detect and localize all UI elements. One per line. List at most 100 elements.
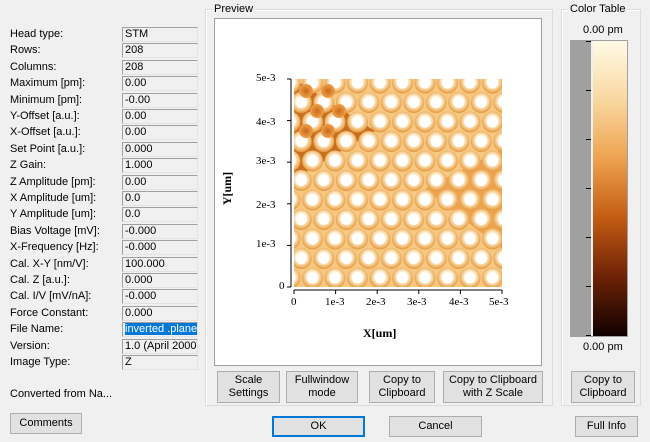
- param-value-text: -0.00: [125, 93, 151, 106]
- param-row: Set Point [a.u.]: 0.000: [10, 141, 198, 158]
- param-row: Rows: 208: [10, 43, 198, 59]
- y-axis-title: Y[um]: [220, 171, 235, 206]
- fullwindow-mode-button[interactable]: Fullwindow mode: [286, 371, 358, 403]
- param-value-text: STM: [125, 28, 149, 40]
- param-value: 208: [122, 43, 198, 59]
- y-tick-label: 2e-3: [256, 199, 276, 211]
- copy-to-clipboard-with-z-scale-button[interactable]: Copy to Clipboard with Z Scale: [443, 371, 543, 403]
- x-tick-label: 1e-3: [325, 296, 345, 308]
- param-value: -0.000: [122, 240, 198, 256]
- param-row: X-Offset [a.u.]: 0.00: [10, 125, 198, 141]
- param-label: Maximum [pm]:: [10, 77, 86, 90]
- color-scale-tick: [586, 188, 591, 189]
- color-scale-min-label: 0.00 pm: [583, 341, 623, 353]
- param-row: File Name: inverted .plane: [10, 322, 198, 338]
- param-label: File Name:: [10, 323, 64, 336]
- afm-image-plot: [287, 78, 503, 294]
- param-value: 0.0: [122, 191, 198, 206]
- preview-plot-area: 0 1e-3 2e-3 3e-3 4e-3 5e-3 0 1e-3 2e-3 3…: [214, 18, 542, 366]
- param-row: Columns: 208: [10, 59, 198, 76]
- param-value-text: 0.000: [125, 274, 153, 286]
- param-value: 100.000: [122, 256, 198, 272]
- color-scale-tick: [586, 41, 591, 42]
- scale-settings-button[interactable]: Scale Settings: [217, 371, 280, 403]
- param-value-text: 100.000: [125, 257, 165, 270]
- param-label: Y-Offset [a.u.]:: [10, 110, 80, 122]
- param-row: Z Gain: 1.000: [10, 158, 198, 174]
- param-value: 0.00: [122, 109, 198, 124]
- param-row: X-Frequency [Hz]: -0.000: [10, 240, 198, 256]
- param-value: 0.0: [122, 207, 198, 223]
- color-table-copy-to-clipboard-button[interactable]: Copy to Clipboard: [571, 371, 635, 403]
- color-scale-tick: [586, 237, 591, 238]
- param-label: Cal. I/V [mV/nA]:: [10, 290, 92, 303]
- param-row: X Amplitude [um]: 0.0: [10, 191, 198, 207]
- converted-from-text: Converted from Na...: [10, 388, 113, 400]
- color-scale-tick: [586, 286, 591, 287]
- param-value-text: 1.0 (April 2000): [125, 339, 198, 352]
- cancel-button[interactable]: Cancel: [389, 416, 482, 437]
- preview-group-title: Preview: [212, 3, 256, 15]
- param-row: Minimum [pm]: -0.00: [10, 92, 198, 109]
- param-value-text: 1.000: [125, 159, 153, 172]
- copy-to-clipboard-button[interactable]: Copy to Clipboard: [369, 371, 435, 403]
- color-scale-tick: [586, 335, 591, 336]
- param-row: Cal. X-Y [nm/V]: 100.000: [10, 256, 198, 273]
- param-value-text: 0.0: [125, 208, 141, 221]
- param-value: STM: [122, 27, 198, 42]
- param-label: X Amplitude [um]:: [10, 192, 97, 204]
- y-tick-label: 5e-3: [256, 72, 276, 84]
- param-label: Head type:: [10, 28, 64, 40]
- param-value: -0.000: [122, 289, 198, 305]
- param-value-text: -0.000: [125, 224, 157, 237]
- param-value-text: 0.00: [125, 126, 147, 139]
- ok-button[interactable]: OK: [272, 416, 365, 437]
- param-value-text: 0.000: [125, 142, 153, 155]
- param-value: 0.00: [122, 125, 198, 141]
- param-value: 0.00: [122, 76, 198, 92]
- color-table-title: Color Table: [568, 3, 628, 15]
- param-label: Z Amplitude [pm]:: [10, 175, 96, 188]
- param-value: 208: [122, 59, 198, 75]
- param-value-text: 0.00: [125, 175, 147, 188]
- file-name-field[interactable]: inverted .plane: [122, 322, 198, 338]
- param-row: Z Amplitude [pm]: 0.00: [10, 174, 198, 191]
- param-value: 1.000: [122, 158, 198, 174]
- param-label: Bias Voltage [mV]:: [10, 224, 100, 237]
- param-label: Z Gain:: [10, 159, 47, 172]
- param-row: Version: 1.0 (April 2000): [10, 338, 198, 355]
- param-value-text: 208: [125, 44, 144, 57]
- param-row: Cal. I/V [mV/nA]: -0.000: [10, 289, 198, 305]
- param-value-text: 0.000: [125, 306, 153, 319]
- color-table-frame: [570, 40, 628, 337]
- color-scale-axis: [571, 41, 591, 336]
- param-label: X-Offset [a.u.]:: [10, 126, 81, 139]
- x-tick-label: 5e-3: [489, 296, 509, 308]
- param-value: 0.000: [122, 273, 198, 288]
- param-label: X-Frequency [Hz]:: [10, 241, 99, 254]
- param-value-text: -0.000: [125, 241, 157, 254]
- y-tick-label: 4e-3: [256, 116, 276, 128]
- param-value-text: -0.000: [125, 290, 157, 303]
- param-value: 0.000: [122, 305, 198, 321]
- param-row: Image Type: Z: [10, 355, 198, 371]
- param-row: Head type: STM: [10, 27, 198, 43]
- y-tick-label: 0: [279, 280, 285, 292]
- param-row: Maximum [pm]: 0.00: [10, 76, 198, 92]
- param-value-text: 0.00: [125, 110, 147, 122]
- color-scale-max-label: 0.00 pm: [583, 24, 623, 36]
- param-label: Cal. X-Y [nm/V]:: [10, 257, 89, 270]
- param-label: Force Constant:: [10, 306, 89, 319]
- color-scale-tick: [586, 139, 591, 140]
- param-row: Y Amplitude [um]: 0.0: [10, 207, 198, 223]
- preview-group: [205, 9, 553, 406]
- param-row: Force Constant: 0.000: [10, 305, 198, 322]
- param-label: Image Type:: [10, 356, 71, 368]
- param-value: 0.000: [122, 141, 198, 157]
- afm-image: [294, 79, 502, 287]
- x-tick-label: 0: [291, 296, 297, 308]
- full-info-button[interactable]: Full Info: [575, 416, 638, 437]
- param-label: Version:: [10, 339, 50, 352]
- param-value-text: Z: [125, 356, 132, 368]
- comments-button[interactable]: Comments: [10, 413, 82, 434]
